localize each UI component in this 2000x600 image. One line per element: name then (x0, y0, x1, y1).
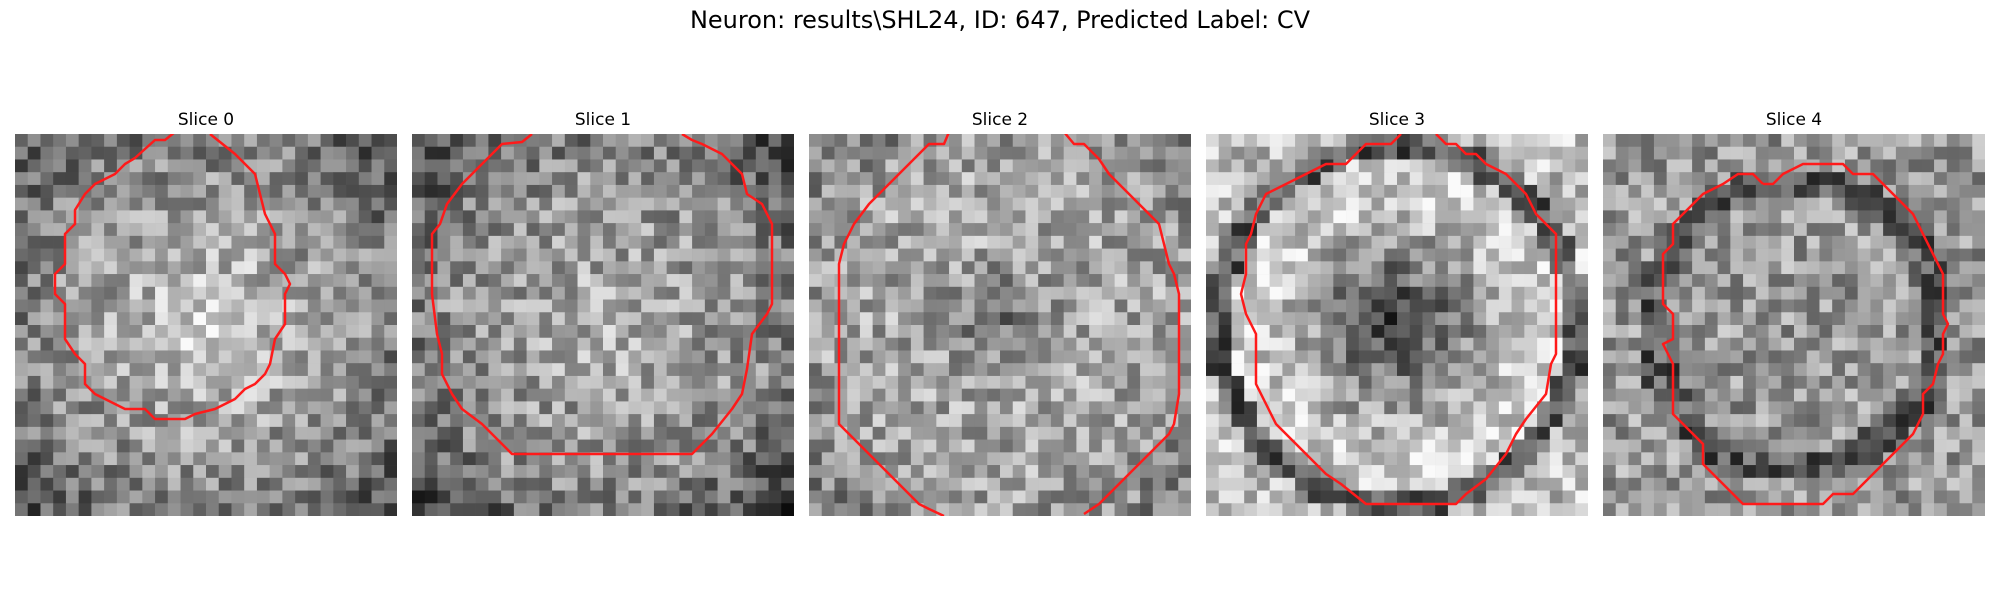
figure-title: Neuron: results\SHL24, ID: 647, Predicte… (0, 6, 2000, 34)
slice-0-panel (15, 134, 397, 516)
slice-4-panel (1603, 134, 1985, 516)
slice-4-title: Slice 4 (1603, 110, 1985, 130)
slice-2-contour (809, 134, 1191, 516)
slice-2-contour-line-left (839, 134, 949, 516)
slice-3-contour-line (1241, 134, 1556, 504)
slice-1-panel (412, 134, 794, 516)
slice-4-contour (1603, 134, 1985, 516)
slice-4-contour-line (1663, 164, 1948, 504)
slice-0-title: Slice 0 (15, 110, 397, 130)
slice-2-panel (809, 134, 1191, 516)
slice-3-panel (1206, 134, 1588, 516)
slice-0-contour (15, 134, 397, 516)
slice-3-contour (1206, 134, 1588, 516)
slice-2-title: Slice 2 (809, 110, 1191, 130)
slice-1-contour (412, 134, 794, 516)
slice-1-contour-line (432, 134, 772, 454)
slice-0-contour-line (55, 134, 290, 419)
slice-1-title: Slice 1 (412, 110, 794, 130)
slice-2-contour-line-right (1064, 134, 1179, 514)
slice-3-title: Slice 3 (1206, 110, 1588, 130)
